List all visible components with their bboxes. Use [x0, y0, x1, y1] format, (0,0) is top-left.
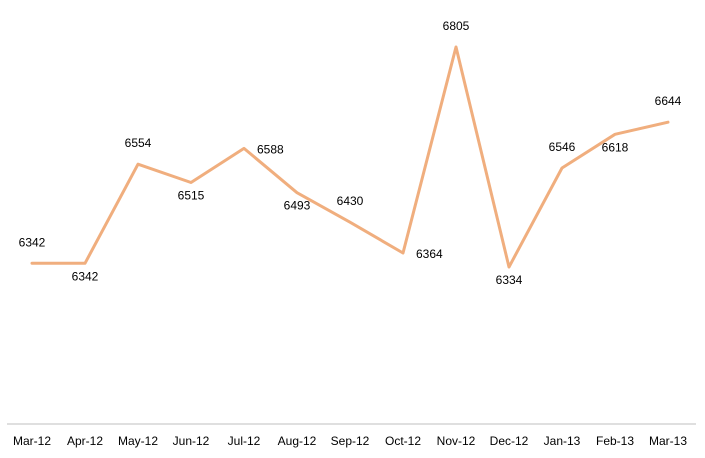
- data-label: 6546: [549, 140, 576, 154]
- x-tick-label: Jun-12: [173, 434, 210, 448]
- data-label: 6644: [655, 94, 682, 108]
- x-tick-label: Feb-13: [596, 434, 634, 448]
- data-label: 6618: [602, 140, 629, 154]
- data-labels: 6342 6342 6554 6515 6588 6493 6430 6364 6805 6334…: [19, 19, 682, 287]
- x-tick-label: Mar-13: [649, 434, 687, 448]
- x-tick-label: Mar-12: [13, 434, 51, 448]
- data-label: 6364: [416, 247, 443, 261]
- data-label: 6805: [443, 19, 470, 33]
- x-axis-tick-labels: Mar-12 Apr-12 May-12 Jun-12 Jul-12 Aug-12 Sep-…: [13, 434, 687, 448]
- data-label: 6342: [19, 235, 46, 249]
- series-line: [30, 45, 670, 269]
- x-tick-label: Apr-12: [67, 434, 103, 448]
- x-tick-label: Nov-12: [437, 434, 476, 448]
- x-tick-label: May-12: [118, 434, 158, 448]
- x-tick-label: Oct-12: [385, 434, 421, 448]
- data-label: 6515: [178, 189, 205, 203]
- data-label: 6554: [125, 136, 152, 150]
- data-label: 6334: [496, 273, 523, 287]
- x-tick-label: Aug-12: [278, 434, 317, 448]
- x-tick-label: Sep-12: [331, 434, 370, 448]
- data-label: 6342: [72, 269, 99, 283]
- x-tick-label: Jul-12: [228, 434, 261, 448]
- x-tick-label: Jan-13: [544, 434, 581, 448]
- data-label: 6588: [257, 142, 284, 156]
- data-label: 6430: [337, 194, 364, 208]
- data-label: 6493: [284, 199, 311, 213]
- x-tick-label: Dec-12: [490, 434, 529, 448]
